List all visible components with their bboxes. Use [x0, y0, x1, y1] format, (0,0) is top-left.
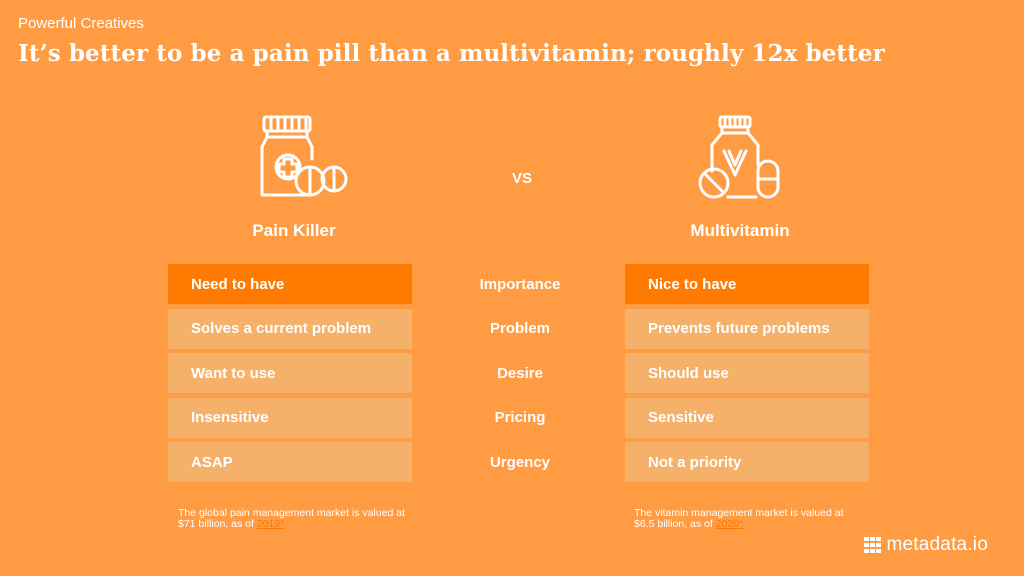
multivitamin-footnote-text: The vitamin management market is valued … [634, 507, 844, 530]
multivitamin-footnote: The vitamin management market is valued … [634, 508, 864, 530]
criteria-pricing: Pricing [494, 409, 546, 426]
criteria-column: Importance Problem Desire Pricing Urgenc… [445, 264, 595, 487]
multivitamin-title: Multivitamin [690, 221, 790, 240]
brand-name: metadata.io [886, 534, 988, 555]
pain-killer-title: Pain Killer [252, 221, 336, 240]
multivitamin-row-desire: Should use [625, 353, 869, 393]
page-title: It’s better to be a pain pill than a mul… [18, 40, 885, 67]
multivitamin-row-importance: Nice to have [625, 264, 869, 304]
multivitamin-row-problem: Prevents future problems [625, 308, 869, 349]
logo-grid-icon [864, 536, 881, 554]
pain-killer-footnote: The global pain management market is val… [178, 508, 408, 530]
criteria-importance: Importance [479, 275, 561, 293]
multivitamin-row-pricing: Sensitive [625, 397, 869, 438]
criteria-urgency: Urgency [489, 453, 551, 471]
vitamin-bottle-icon [694, 115, 786, 201]
criteria-problem: Problem [489, 320, 550, 337]
criteria-desire: Desire [497, 364, 543, 382]
brand-logo: metadata.io [864, 534, 988, 556]
pain-killer-footnote-text: The global pain management market is val… [178, 507, 406, 530]
pain-killer-column: Need to have Solves a current problem Wa… [168, 264, 412, 487]
pill-bottle-icon [258, 115, 350, 199]
eyebrow-label: Powerful Creatives [18, 15, 144, 32]
pain-killer-row-problem: Solves a current problem [168, 308, 412, 349]
pain-killer-row-desire: Want to use [168, 353, 412, 393]
multivitamin-column: Nice to have Prevents future problems Sh… [625, 264, 869, 487]
pain-killer-row-pricing: Insensitive [168, 397, 412, 438]
pain-killer-source-link[interactable]: 2019* [256, 518, 285, 530]
pain-killer-row-importance: Need to have [168, 264, 412, 304]
multivitamin-source-link[interactable]: 2020* [715, 518, 744, 530]
pain-killer-row-urgency: ASAP [168, 442, 412, 482]
multivitamin-row-urgency: Not a priority [625, 442, 869, 482]
vs-label: VS [511, 170, 532, 187]
